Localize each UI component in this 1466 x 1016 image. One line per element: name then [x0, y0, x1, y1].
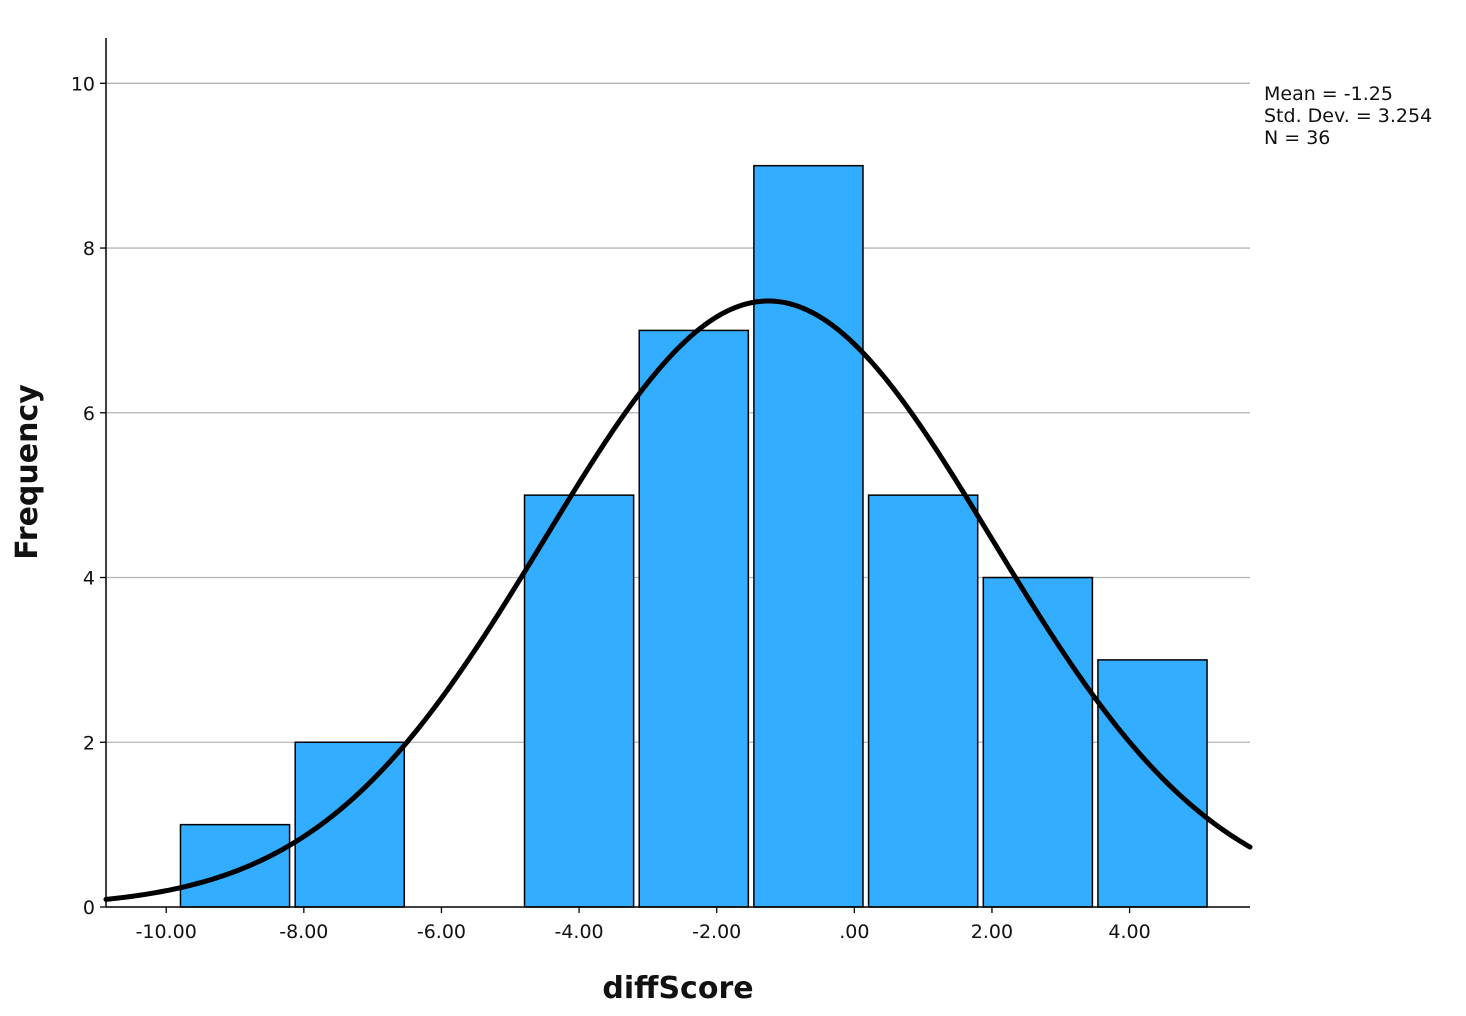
y-tick-label: 10 [71, 73, 95, 95]
histogram-bar [753, 164, 864, 908]
histogram-bar [638, 329, 750, 908]
x-tick-label: -10.00 [136, 921, 197, 943]
x-tick-label: -8.00 [279, 921, 328, 943]
x-tick-label: -4.00 [554, 921, 603, 943]
y-tick-label: 8 [83, 238, 95, 260]
x-axis-title: diffScore [602, 971, 753, 1006]
x-tick-label: -2.00 [692, 921, 741, 943]
histogram-bar [1097, 659, 1208, 908]
x-axis-ticks: -10.00 -8.00 -6.00 -4.00 -2.00 .00 2.00 4.00 [136, 907, 1151, 943]
histogram-bar [867, 494, 979, 908]
histogram-bar [523, 494, 635, 908]
y-axis-ticks: 0 2 4 6 8 10 [71, 73, 106, 919]
axes [105, 38, 1250, 908]
stat-n: N = 36 [1264, 127, 1330, 149]
x-tick-label: 4.00 [1108, 921, 1150, 943]
x-tick-label: .00 [839, 921, 869, 943]
histogram-bar [294, 741, 406, 908]
x-tick-label: -6.00 [417, 921, 466, 943]
y-tick-label: 0 [83, 897, 95, 919]
y-tick-label: 4 [83, 568, 95, 590]
normal-curve [103, 298, 1253, 902]
histogram-bars [179, 164, 1208, 908]
x-tick-label: 2.00 [971, 921, 1013, 943]
stat-std-dev: Std. Dev. = 3.254 [1264, 105, 1432, 127]
stat-mean: Mean = -1.25 [1264, 83, 1393, 105]
histogram-bar [179, 823, 291, 908]
y-tick-label: 2 [83, 732, 95, 754]
y-axis-title: Frequency [10, 384, 45, 560]
y-tick-label: 6 [83, 403, 95, 425]
histogram-bar [982, 576, 1094, 908]
